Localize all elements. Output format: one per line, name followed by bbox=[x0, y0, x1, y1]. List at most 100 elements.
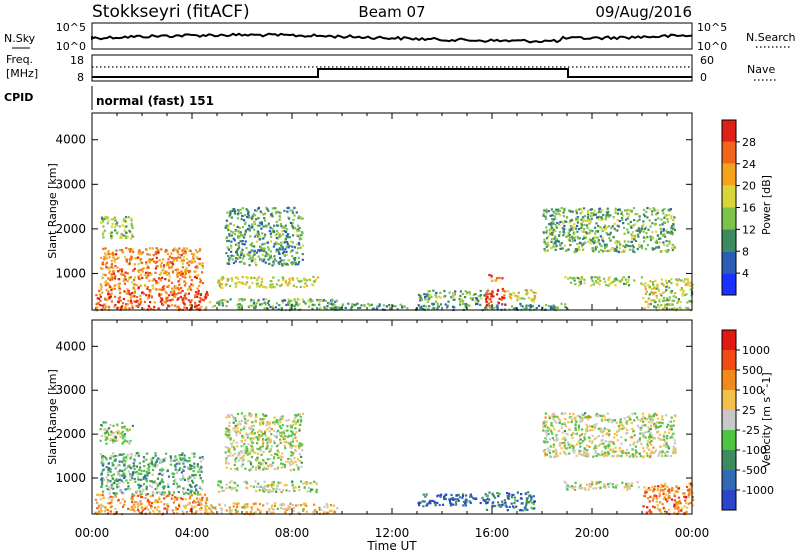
power-cell bbox=[236, 303, 239, 306]
power-cell bbox=[241, 248, 244, 251]
power-colorbar-tick-label: 24 bbox=[742, 158, 756, 171]
power-cell bbox=[98, 297, 101, 300]
power-cell bbox=[389, 308, 392, 311]
velocity-cell bbox=[115, 430, 118, 433]
power-cell bbox=[110, 263, 113, 266]
velocity-cell bbox=[154, 462, 157, 465]
power-cell bbox=[112, 254, 115, 257]
velocity-cell bbox=[272, 508, 275, 511]
velocity-cell bbox=[285, 484, 288, 487]
velocity-cell bbox=[436, 495, 439, 498]
velocity-cell bbox=[304, 502, 307, 505]
power-cell bbox=[184, 250, 187, 253]
velocity-cell bbox=[558, 421, 561, 425]
power-cell bbox=[523, 297, 526, 300]
nave-label: Nave bbox=[747, 63, 775, 76]
velocity-cell bbox=[501, 500, 504, 503]
power-cell bbox=[266, 254, 269, 257]
power-cell bbox=[98, 289, 101, 293]
velocity-cell bbox=[252, 432, 255, 436]
velocity-cell bbox=[234, 460, 237, 463]
velocity-cell bbox=[279, 458, 283, 461]
velocity-cell bbox=[574, 416, 577, 419]
velocity-cell bbox=[228, 435, 231, 438]
power-cell bbox=[131, 226, 134, 229]
velocity-cell bbox=[588, 436, 591, 440]
velocity-cell bbox=[111, 486, 114, 489]
power-cell bbox=[130, 257, 133, 260]
velocity-cell bbox=[234, 452, 237, 455]
power-cell bbox=[289, 209, 292, 212]
power-cell bbox=[591, 249, 594, 252]
velocity-cell bbox=[160, 500, 163, 503]
power-cell bbox=[586, 209, 589, 212]
velocity-cell bbox=[437, 494, 440, 497]
velocity-cell bbox=[251, 430, 254, 433]
power-cell bbox=[283, 299, 287, 302]
power-cell bbox=[353, 304, 356, 307]
power-cell bbox=[168, 294, 171, 297]
power-cell bbox=[609, 239, 612, 242]
power-cell bbox=[651, 236, 654, 239]
velocity-cell bbox=[151, 490, 155, 494]
velocity-cell bbox=[273, 429, 276, 432]
velocity-cell bbox=[566, 488, 569, 491]
power-cell bbox=[138, 249, 141, 252]
power-cell bbox=[218, 303, 221, 306]
power-cell bbox=[258, 235, 261, 238]
velocity-cell bbox=[673, 503, 676, 506]
power-cell bbox=[597, 224, 600, 228]
velocity-cell bbox=[163, 493, 166, 496]
velocity-cell bbox=[593, 438, 596, 441]
velocity-cell bbox=[231, 454, 235, 457]
velocity-cell bbox=[250, 506, 253, 509]
velocity-cell bbox=[230, 442, 233, 445]
velocity-cell bbox=[231, 486, 234, 489]
velocity-cell bbox=[110, 438, 113, 441]
velocity-cell bbox=[323, 505, 326, 508]
power-cell bbox=[226, 239, 229, 243]
power-cell bbox=[131, 305, 134, 308]
velocity-cell bbox=[293, 489, 296, 493]
power-cell bbox=[664, 279, 668, 282]
power-cell bbox=[269, 214, 272, 217]
velocity-cell bbox=[315, 490, 318, 493]
velocity-cell bbox=[109, 480, 112, 483]
velocity-cell bbox=[279, 455, 282, 458]
power-cell bbox=[490, 295, 493, 298]
velocity-cell bbox=[513, 502, 516, 505]
velocity-cell bbox=[552, 425, 555, 428]
power-cell bbox=[584, 236, 587, 239]
velocity-cell bbox=[173, 464, 176, 467]
power-cell bbox=[670, 224, 674, 228]
power-cell bbox=[645, 290, 648, 293]
power-cell bbox=[226, 279, 229, 282]
power-cell bbox=[636, 247, 639, 251]
velocity-cell bbox=[167, 494, 170, 497]
velocity-cell bbox=[98, 494, 101, 497]
velocity-cell bbox=[270, 506, 273, 510]
power-cell bbox=[653, 291, 656, 294]
velocity-cell bbox=[228, 433, 231, 436]
velocity-cell bbox=[655, 449, 658, 452]
power-cell bbox=[244, 214, 247, 217]
power-cell bbox=[501, 287, 504, 291]
power-cell bbox=[491, 292, 494, 295]
velocity-cell bbox=[121, 505, 125, 508]
velocity-cell bbox=[269, 464, 272, 467]
power-cell bbox=[569, 210, 572, 213]
power-cell bbox=[671, 299, 674, 302]
power-cell bbox=[269, 240, 273, 243]
velocity-cell bbox=[292, 468, 296, 471]
power-cell bbox=[578, 245, 581, 248]
velocity-cell bbox=[186, 488, 189, 491]
power-cell bbox=[296, 247, 300, 250]
velocity-cell bbox=[247, 459, 250, 463]
power-cell bbox=[583, 278, 586, 281]
power-cell bbox=[279, 241, 282, 244]
power-cell bbox=[687, 279, 690, 282]
velocity-cell bbox=[625, 482, 628, 486]
power-cell bbox=[282, 250, 286, 253]
velocity-cell bbox=[155, 501, 158, 504]
power-cell bbox=[581, 216, 585, 219]
